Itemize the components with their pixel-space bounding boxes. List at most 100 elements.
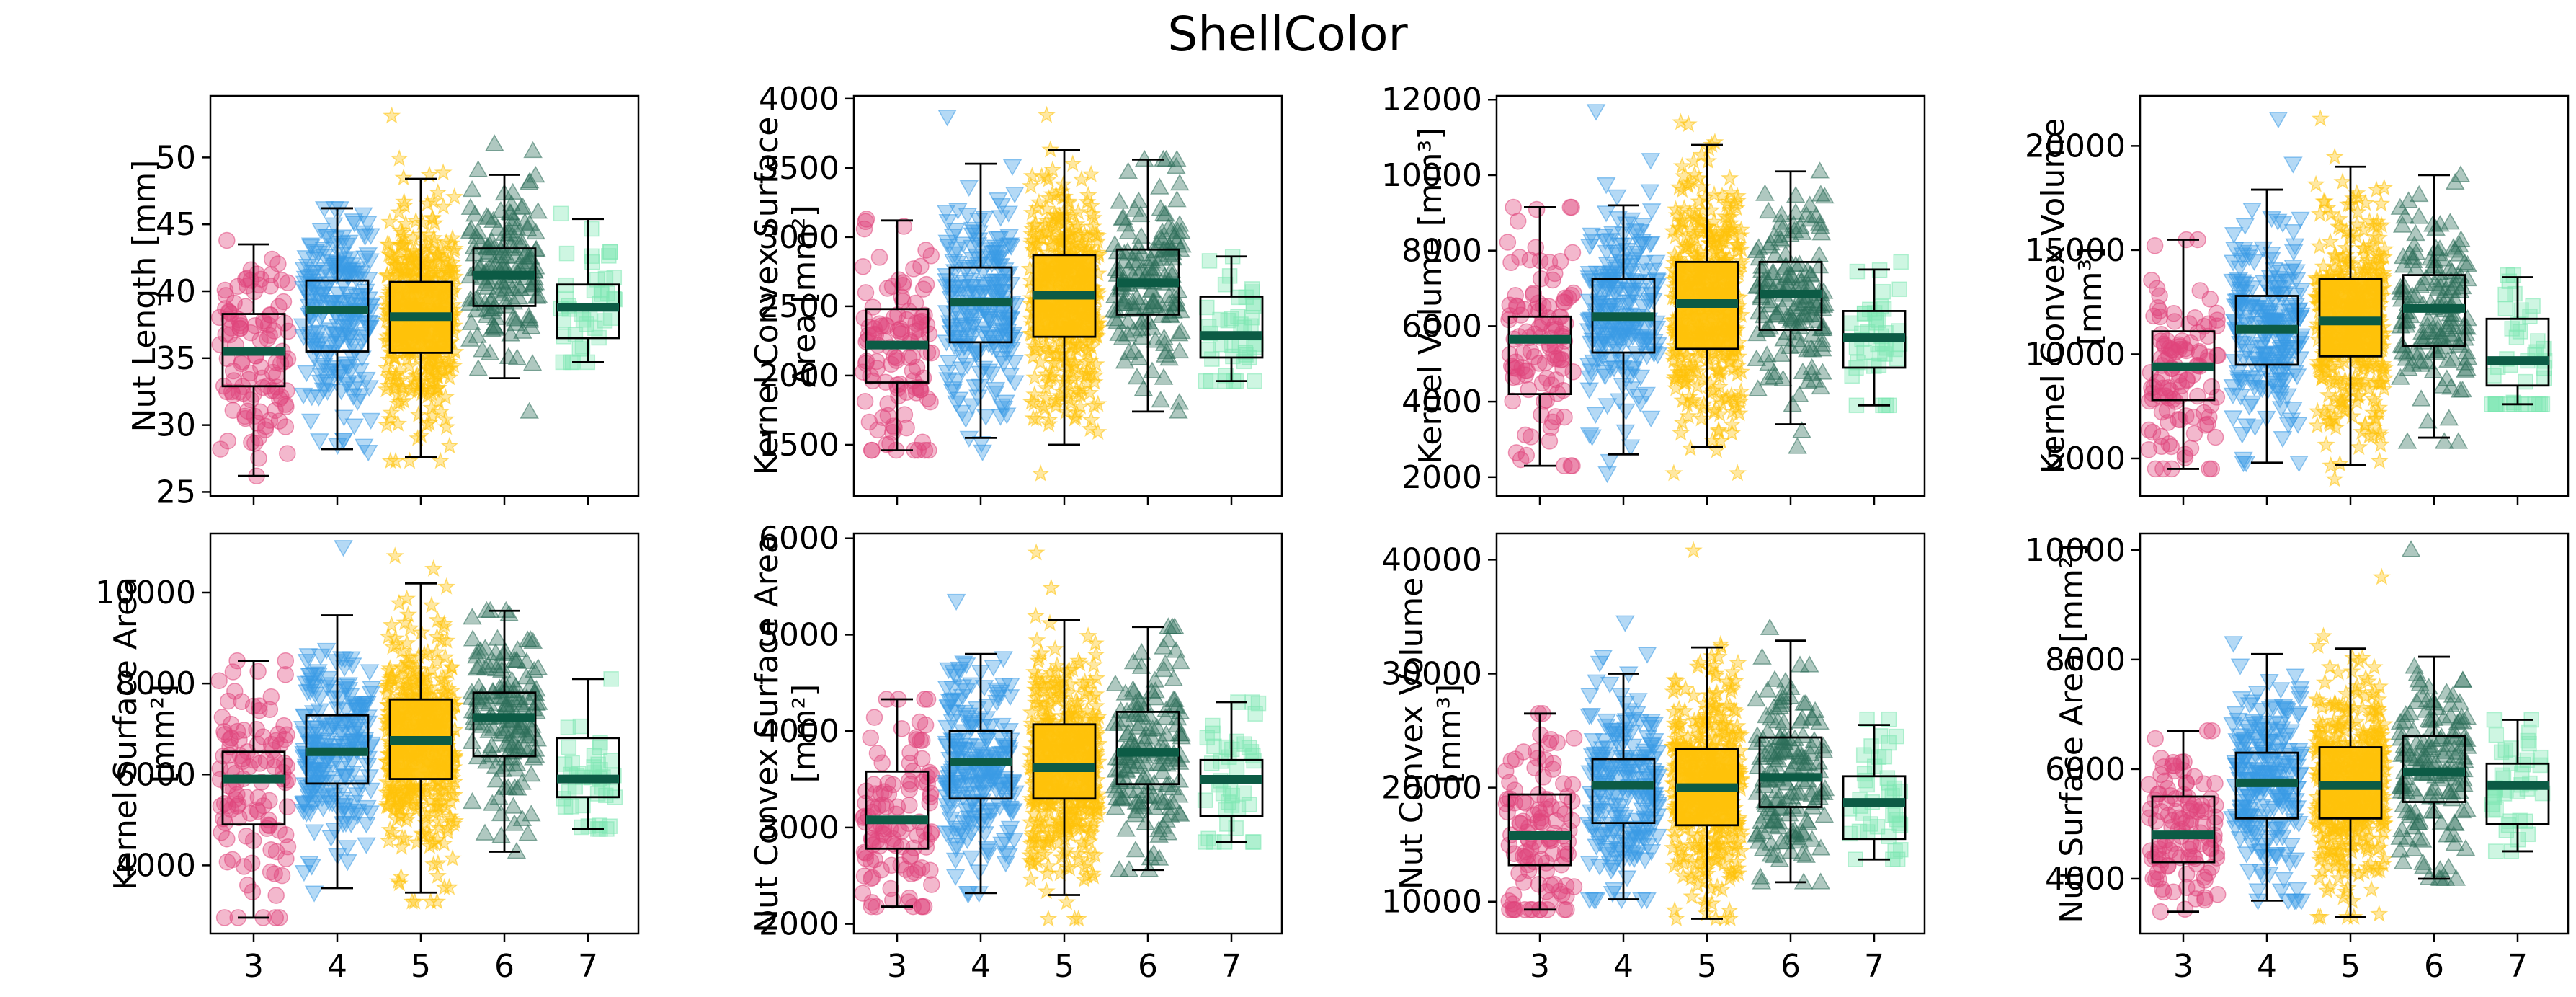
data-point xyxy=(1067,215,1086,233)
data-point xyxy=(340,293,360,310)
data-point xyxy=(2410,343,2429,361)
data-point xyxy=(984,330,1004,347)
data-point xyxy=(1582,429,1602,446)
data-point xyxy=(240,371,258,389)
data-point xyxy=(920,325,938,342)
data-point xyxy=(310,433,329,451)
y-tick-label: 5000 xyxy=(2045,440,2126,477)
data-point xyxy=(2331,391,2350,409)
data-point xyxy=(1685,246,1704,264)
data-point xyxy=(1002,159,1022,176)
box-group-4 xyxy=(305,614,370,890)
data-point xyxy=(1718,208,1737,226)
data-point xyxy=(1579,427,1600,445)
data-point xyxy=(1163,243,1183,261)
data-point xyxy=(383,637,402,655)
data-point xyxy=(966,284,986,301)
data-point xyxy=(300,413,321,431)
data-point xyxy=(2402,355,2423,372)
data-point xyxy=(1605,286,1625,303)
data-point xyxy=(528,693,548,710)
data-point xyxy=(2224,227,2244,244)
data-point xyxy=(1053,231,1072,249)
data-point xyxy=(2153,403,2171,421)
data-point xyxy=(1608,211,1628,229)
data-point xyxy=(2504,321,2520,337)
data-point xyxy=(1752,257,1772,274)
data-point xyxy=(2283,156,2303,174)
data-point xyxy=(2457,359,2477,376)
data-point xyxy=(2273,372,2292,389)
data-point xyxy=(1541,254,1559,271)
box-group-7 xyxy=(2485,276,2550,406)
data-point xyxy=(1074,332,1093,350)
data-point xyxy=(361,782,381,800)
data-point xyxy=(2500,267,2515,283)
data-point xyxy=(1788,437,1807,454)
data-point xyxy=(386,451,405,469)
data-point xyxy=(270,298,288,316)
data-point xyxy=(2376,239,2394,257)
data-point xyxy=(2418,309,2438,327)
data-point xyxy=(1509,212,1527,230)
data-point xyxy=(2247,316,2266,333)
data-point xyxy=(1244,281,1260,297)
data-point xyxy=(415,366,434,384)
data-point xyxy=(478,655,498,673)
box-group-7 xyxy=(1842,268,1907,407)
data-point xyxy=(1716,344,1734,362)
data-point xyxy=(863,441,881,459)
data-point xyxy=(556,329,572,345)
data-point xyxy=(1777,290,1797,307)
data-point xyxy=(2224,314,2245,331)
data-point xyxy=(2203,378,2220,396)
scatter-points xyxy=(854,105,1264,482)
data-point xyxy=(1534,297,1552,315)
data-point xyxy=(391,360,409,378)
data-point xyxy=(2391,283,2411,301)
data-point xyxy=(461,218,481,236)
data-point xyxy=(346,265,366,283)
data-point xyxy=(1113,328,1133,345)
data-point xyxy=(1688,362,1706,380)
data-point xyxy=(344,794,365,812)
data-point xyxy=(2366,227,2384,245)
data-point xyxy=(1801,298,1821,316)
data-point xyxy=(468,359,489,376)
data-point xyxy=(1502,254,1520,272)
data-point xyxy=(574,339,591,355)
data-point xyxy=(514,737,534,755)
data-point xyxy=(1804,305,1824,323)
data-point xyxy=(1665,244,1684,262)
data-point xyxy=(2356,193,2375,211)
data-point xyxy=(1732,226,1750,244)
data-point xyxy=(1004,355,1025,372)
data-point xyxy=(311,223,331,240)
data-point xyxy=(489,687,509,704)
data-point xyxy=(436,798,455,816)
data-point xyxy=(1772,205,1791,223)
data-point xyxy=(1772,298,1792,316)
data-point xyxy=(1556,289,1574,306)
y-tick-label: 4000 xyxy=(759,81,839,118)
data-point xyxy=(382,403,401,421)
data-point xyxy=(1204,351,1220,367)
data-point xyxy=(446,811,465,829)
data-point xyxy=(1221,268,1238,284)
data-point xyxy=(2310,236,2329,254)
data-point xyxy=(277,398,295,416)
data-point xyxy=(555,354,571,371)
data-point xyxy=(473,691,494,709)
data-point xyxy=(1036,389,1055,407)
y-tick-label: 4000 xyxy=(115,847,196,884)
data-point xyxy=(213,709,231,726)
data-point xyxy=(1758,272,1778,289)
data-point xyxy=(1688,377,1707,394)
data-point xyxy=(592,735,608,751)
data-point xyxy=(2393,342,2412,360)
data-point xyxy=(1695,188,1714,206)
data-point xyxy=(1544,271,1561,289)
data-point xyxy=(890,271,908,288)
